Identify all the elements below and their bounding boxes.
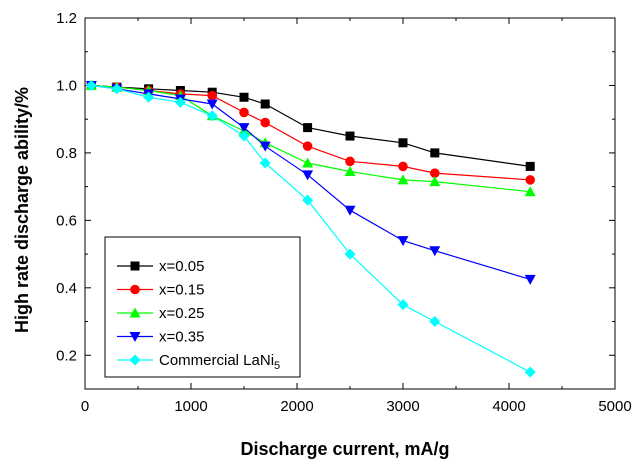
data-point bbox=[260, 117, 271, 128]
y-tick-label: 1.0 bbox=[56, 77, 77, 94]
data-point bbox=[398, 138, 408, 148]
series-4 bbox=[85, 79, 536, 378]
data-point bbox=[429, 316, 441, 328]
x-tick-label: 1000 bbox=[174, 398, 207, 415]
data-point bbox=[239, 107, 249, 118]
legend-swatch-marker bbox=[130, 261, 140, 271]
legend-label: Commercial LaNi5 bbox=[159, 352, 280, 372]
series-line bbox=[91, 84, 531, 280]
data-point bbox=[302, 157, 314, 168]
x-tick-label: 5000 bbox=[598, 398, 631, 415]
x-axis-title: Discharge current, mA/g bbox=[240, 439, 449, 459]
data-point bbox=[174, 96, 186, 108]
data-point bbox=[398, 161, 408, 172]
x-tick-label: 4000 bbox=[492, 398, 525, 415]
data-point bbox=[525, 161, 535, 171]
series-line bbox=[91, 84, 531, 373]
legend-label-text: x=0.15 bbox=[159, 282, 204, 299]
legend-label-text: x=0.25 bbox=[159, 305, 204, 322]
legend-entry: x=0.25 bbox=[117, 305, 204, 322]
legend-swatch-marker bbox=[129, 332, 141, 342]
data-point bbox=[302, 170, 314, 181]
data-point bbox=[397, 174, 409, 185]
data-point bbox=[302, 141, 313, 151]
legend-label: x=0.25 bbox=[159, 305, 204, 322]
data-point bbox=[111, 83, 123, 95]
legend-label-text: x=0.05 bbox=[159, 258, 204, 275]
legend-swatch-marker bbox=[129, 354, 141, 366]
data-point bbox=[397, 299, 409, 311]
legend-label: x=0.15 bbox=[159, 282, 204, 299]
data-point bbox=[345, 131, 355, 141]
data-point bbox=[524, 274, 536, 285]
data-point bbox=[207, 90, 217, 101]
data-point bbox=[302, 194, 314, 206]
data-point bbox=[429, 176, 441, 187]
data-point bbox=[397, 236, 409, 247]
legend-label-text: x=0.35 bbox=[159, 329, 204, 346]
data-point bbox=[85, 79, 97, 91]
data-point bbox=[525, 175, 535, 185]
data-point bbox=[260, 99, 270, 109]
data-point bbox=[238, 130, 250, 142]
data-point bbox=[143, 91, 155, 103]
y-tick-label: 0.6 bbox=[56, 212, 77, 229]
series-line bbox=[91, 84, 531, 167]
data-point bbox=[303, 123, 313, 133]
data-point bbox=[430, 148, 440, 158]
y-tick-label: 1.2 bbox=[56, 10, 77, 27]
legend-entry: x=0.05 bbox=[117, 258, 204, 275]
legend-label-subscript: 5 bbox=[274, 360, 280, 372]
x-tick-label: 0 bbox=[81, 398, 89, 415]
legend-label: x=0.05 bbox=[159, 258, 204, 275]
legend-label: x=0.35 bbox=[159, 329, 204, 346]
legend-entry: x=0.35 bbox=[117, 329, 204, 346]
legend-box bbox=[104, 236, 301, 378]
x-tick-label: 2000 bbox=[280, 398, 313, 415]
legend-entry: Commercial LaNi5 bbox=[117, 352, 280, 372]
data-point bbox=[259, 157, 271, 169]
y-axis-title: High rate discharge ability/% bbox=[12, 87, 32, 333]
data-point bbox=[344, 165, 356, 176]
y-tick-label: 0.8 bbox=[56, 145, 77, 162]
legend-label-text: Commercial LaNi bbox=[159, 352, 274, 369]
data-point bbox=[430, 168, 440, 178]
data-point bbox=[239, 92, 249, 102]
legend-entry: x=0.15 bbox=[117, 282, 204, 299]
data-point bbox=[238, 123, 250, 134]
x-tick-label: 3000 bbox=[386, 398, 419, 415]
data-point bbox=[344, 248, 356, 260]
data-point bbox=[345, 156, 355, 167]
legend-swatch-marker bbox=[130, 284, 140, 295]
y-tick-label: 0.4 bbox=[56, 280, 77, 297]
data-point bbox=[206, 99, 218, 110]
data-point bbox=[524, 366, 536, 378]
data-point bbox=[344, 205, 356, 216]
data-point bbox=[524, 186, 536, 197]
series-1 bbox=[86, 80, 535, 185]
data-point bbox=[259, 141, 271, 152]
data-point bbox=[206, 110, 218, 122]
legend-swatch-marker bbox=[129, 307, 141, 318]
data-point bbox=[429, 246, 441, 257]
y-tick-label: 0.2 bbox=[56, 347, 77, 364]
